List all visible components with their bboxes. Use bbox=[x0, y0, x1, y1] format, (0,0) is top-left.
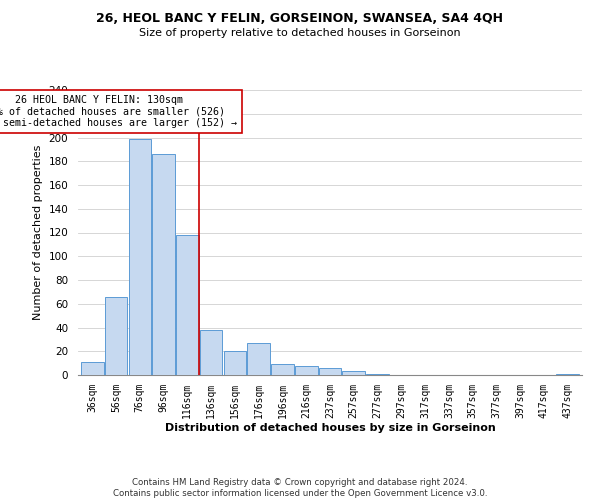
Bar bbox=[366, 374, 389, 375]
Bar bbox=[343, 372, 365, 375]
Bar bbox=[271, 364, 294, 375]
Bar bbox=[319, 368, 341, 375]
Text: Size of property relative to detached houses in Gorseinon: Size of property relative to detached ho… bbox=[139, 28, 461, 38]
Bar bbox=[556, 374, 579, 375]
Bar bbox=[105, 296, 127, 375]
Bar bbox=[247, 343, 270, 375]
Bar bbox=[81, 362, 104, 375]
Bar bbox=[176, 235, 199, 375]
Bar bbox=[224, 351, 246, 375]
Text: 26 HEOL BANC Y FELIN: 130sqm
← 77% of detached houses are smaller (526)
22% of s: 26 HEOL BANC Y FELIN: 130sqm ← 77% of de… bbox=[0, 95, 238, 128]
Bar bbox=[152, 154, 175, 375]
Bar bbox=[295, 366, 317, 375]
Y-axis label: Number of detached properties: Number of detached properties bbox=[33, 145, 43, 320]
Text: 26, HEOL BANC Y FELIN, GORSEINON, SWANSEA, SA4 4QH: 26, HEOL BANC Y FELIN, GORSEINON, SWANSE… bbox=[97, 12, 503, 26]
Bar bbox=[200, 330, 223, 375]
Bar bbox=[128, 138, 151, 375]
X-axis label: Distribution of detached houses by size in Gorseinon: Distribution of detached houses by size … bbox=[164, 424, 496, 434]
Text: Contains HM Land Registry data © Crown copyright and database right 2024.
Contai: Contains HM Land Registry data © Crown c… bbox=[113, 478, 487, 498]
